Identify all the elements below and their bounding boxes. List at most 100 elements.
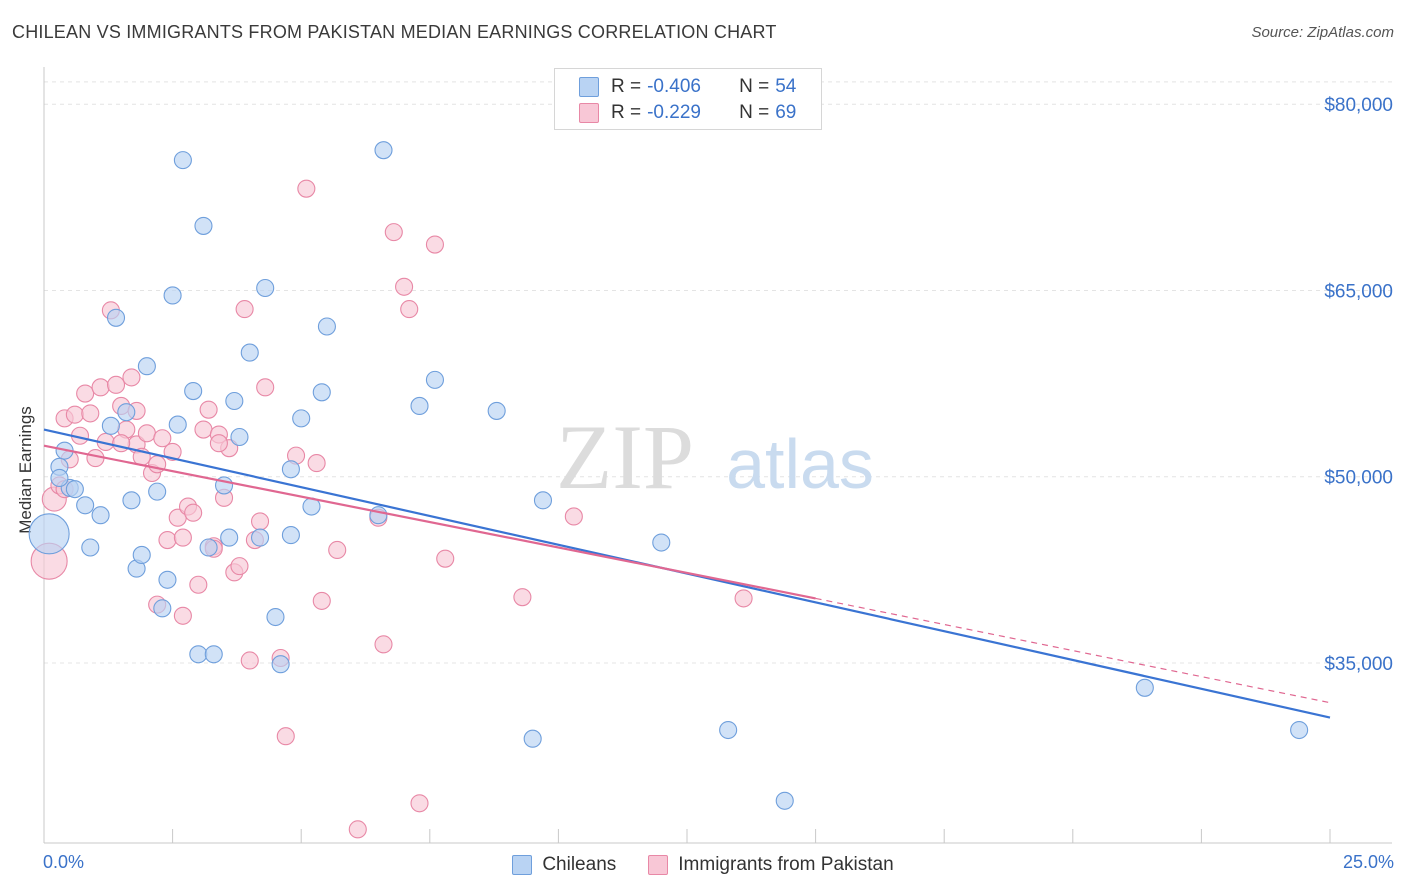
pakistan-point	[209, 434, 228, 453]
chileans-point	[173, 151, 192, 170]
pakistan-point	[307, 454, 326, 473]
chileans-point	[1135, 678, 1154, 697]
axes	[43, 67, 1392, 844]
pakistan-point	[250, 512, 270, 531]
pakistan-point	[163, 442, 182, 461]
chileans-point	[487, 401, 506, 420]
pakistan-point	[240, 651, 259, 670]
chileans-point	[410, 396, 429, 416]
chileans-point	[106, 308, 126, 327]
pakistan-point	[312, 591, 331, 610]
legend-item-chileans[interactable]: Chileans	[512, 854, 616, 876]
pakistan-point	[425, 235, 444, 254]
chileans-point	[199, 538, 218, 557]
pakistan-point	[230, 557, 249, 576]
pakistan-point	[348, 820, 367, 839]
pakistan-point	[235, 300, 254, 319]
chileans-point	[523, 729, 542, 748]
legend-item-pakistan[interactable]: Immigrants from Pakistan	[648, 854, 894, 876]
chileans-point	[117, 403, 136, 422]
pakistan-point	[173, 528, 192, 547]
pakistan-point	[328, 540, 347, 560]
chileans-point	[65, 480, 84, 499]
pakistan-point	[410, 794, 429, 813]
chileans-point	[369, 506, 388, 525]
chileans-point	[425, 370, 444, 389]
watermark: ZIP atlas	[556, 406, 874, 508]
legend-row-chileans: R = -0.406 N = 54	[579, 75, 796, 99]
chileans-point	[271, 655, 290, 674]
pakistan-point	[513, 588, 532, 607]
legend-n-value: 69	[775, 102, 797, 123]
pakistan-point	[276, 727, 295, 746]
legend-r-label: R =	[611, 102, 642, 123]
pakistan-point	[194, 420, 213, 439]
legend-swatch-pink	[579, 103, 599, 123]
source-label: Source: ZipAtlas.com	[1251, 24, 1394, 41]
pakistan-trend-line	[43, 444, 816, 600]
pakistan-point	[400, 300, 419, 319]
pakistan-point	[256, 378, 275, 397]
pakistan-point	[564, 507, 583, 526]
legend-n-label: N =	[739, 76, 770, 97]
legend-n-label: N =	[739, 102, 770, 123]
series-legend: Chileans Immigrants from Pakistan	[0, 852, 1406, 878]
pakistan-point	[184, 503, 203, 522]
chileans-point	[281, 526, 300, 545]
chileans-point	[137, 357, 156, 376]
chileans-point	[775, 791, 794, 810]
chileans-point	[163, 286, 182, 305]
chileans-point	[312, 383, 331, 402]
pakistan-point	[173, 606, 192, 625]
y-tick-label: $50,000	[1324, 468, 1393, 489]
y-tick-labels: $35,000 $50,000 $65,000 $80,000	[1324, 95, 1393, 675]
chileans-point	[374, 141, 393, 160]
chileans-point	[132, 545, 151, 564]
legend-n-value: 54	[775, 76, 797, 97]
chileans-point	[50, 468, 69, 488]
pakistan-trend-dashed	[815, 597, 1331, 704]
chileans-point	[225, 391, 244, 411]
chileans-point	[230, 427, 249, 447]
series-pakistan-points	[30, 179, 753, 839]
y-tick-label: $65,000	[1324, 281, 1393, 302]
chileans-point	[168, 415, 187, 434]
legend-swatch-blue	[579, 77, 599, 97]
chileans-point	[652, 533, 671, 552]
chileans-point	[1290, 720, 1309, 740]
legend-r-value: -0.406	[647, 76, 701, 97]
chileans-point	[317, 317, 336, 336]
pakistan-point	[122, 368, 141, 387]
pakistan-point	[734, 589, 753, 608]
pakistan-point	[137, 424, 156, 443]
chileans-point	[194, 216, 213, 235]
y-tick-label: $80,000	[1324, 95, 1393, 116]
chileans-point	[81, 538, 100, 557]
chileans-point	[153, 599, 172, 618]
chileans-point	[184, 382, 203, 401]
pakistan-point	[384, 223, 403, 242]
chileans-point	[122, 491, 141, 510]
pakistan-point	[76, 384, 95, 403]
chileans-point	[76, 496, 95, 515]
chileans-point	[101, 416, 120, 435]
watermark-atlas: atlas	[726, 425, 874, 503]
legend-swatch-pink	[648, 855, 669, 875]
correlation-legend: R = -0.406 N = 54 R = -0.229 N = 69	[554, 68, 822, 130]
legend-swatch-blue	[512, 855, 533, 875]
pakistan-point	[153, 429, 172, 448]
pakistan-point	[91, 378, 110, 397]
pakistan-point	[81, 404, 100, 423]
pakistan-point	[374, 635, 393, 654]
chileans-point	[281, 460, 300, 479]
pakistan-point	[199, 400, 218, 419]
y-tick-label: $35,000	[1324, 654, 1393, 675]
chileans-point	[533, 491, 553, 510]
legend-r-label: R =	[611, 76, 642, 97]
trend-lines	[43, 428, 1331, 719]
chileans-point	[91, 506, 110, 525]
chart-title: CHILEAN VS IMMIGRANTS FROM PAKISTAN MEDI…	[12, 22, 777, 42]
chileans-point	[256, 278, 275, 298]
chileans-point	[158, 570, 177, 589]
pakistan-point	[158, 530, 177, 550]
